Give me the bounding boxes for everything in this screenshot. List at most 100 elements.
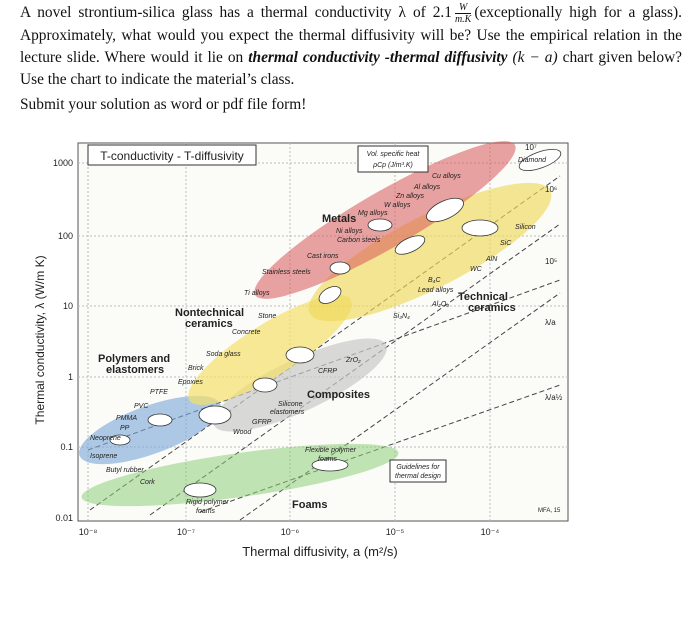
contour-label: 10⁵	[545, 257, 557, 266]
class-label: Polymers and	[98, 353, 170, 365]
contour-label: 10⁶	[545, 185, 557, 194]
material-label: PP	[120, 425, 130, 432]
bubble	[285, 346, 315, 364]
bubble	[394, 235, 426, 255]
material-label: W alloys	[384, 202, 411, 209]
heat-box	[357, 145, 429, 173]
material-label: Ti alloys	[244, 290, 270, 297]
bubble	[198, 405, 232, 425]
title-box	[87, 144, 257, 166]
bubble	[426, 197, 464, 223]
unit-numerator: W	[454, 2, 472, 14]
material-label: AlN	[485, 256, 498, 263]
material-label: Si₃N₄	[393, 313, 410, 320]
material-label: Lead alloys	[418, 287, 454, 294]
slope-label: λ/a½	[545, 393, 563, 402]
question-text: A novel strontium-silica glass has a the…	[20, 4, 452, 22]
bubble	[147, 413, 173, 427]
y-axis-label: Thermal conductivity, λ (W/m K)	[33, 255, 47, 424]
material-label: Isoprene	[90, 453, 117, 460]
material-label: ZrO₂	[345, 357, 361, 364]
material-label: Silicone	[278, 401, 303, 408]
guidelines-label: thermal design	[395, 473, 441, 480]
class-label: Composites	[307, 389, 370, 401]
composites-envelope	[213, 338, 387, 432]
material-label: Butyl rubber	[106, 467, 144, 474]
y-tick-label: 100	[58, 231, 73, 241]
bubble	[252, 377, 278, 393]
y-tick-label: 1	[68, 372, 73, 382]
y-tick-label: 0.1	[60, 442, 73, 452]
class-label: elastomers	[106, 364, 164, 376]
material-label: elastomers	[270, 409, 305, 416]
class-label: ceramics	[185, 318, 233, 330]
material-label: GFRP	[252, 419, 272, 426]
credit: MFA, 15	[538, 508, 561, 514]
material-label: foams	[196, 508, 216, 515]
material-label: Soda glass	[206, 351, 241, 358]
question-text: chart given below? Use the chart to indi…	[20, 49, 683, 88]
question: A novel strontium-silica glass has a the…	[20, 2, 682, 91]
material-label: PVC	[134, 403, 149, 410]
material-label: foams	[318, 456, 338, 463]
material-label: CFRP	[318, 368, 337, 375]
contour-label: 10⁷	[525, 143, 537, 152]
x-tick-label: 10⁻⁶	[281, 527, 300, 537]
class-label: Metals	[322, 213, 356, 225]
material-label: Silicon	[515, 224, 536, 231]
nontechnical-ceramics-envelope	[188, 295, 352, 405]
polymers-envelope	[79, 395, 221, 465]
material-label: Cast irons	[307, 253, 339, 260]
material-labels: Diamond Cu alloys Al alloys Zn alloys W …	[90, 157, 547, 515]
material-label: PMMA	[116, 415, 137, 422]
x-axis-label: Thermal diffusivity, a (m²/s)	[242, 544, 398, 559]
material-label: SiC	[500, 240, 512, 247]
bubble	[311, 458, 349, 472]
material-label: Concrete	[232, 329, 261, 336]
x-tick-label: 10⁻⁴	[481, 527, 500, 537]
class-label: Foams	[292, 499, 327, 511]
x-tick-label: 10⁻⁵	[386, 527, 405, 537]
technical-ceramics-envelope	[308, 182, 552, 322]
heat-label: ρCp (J/m³.K)	[372, 162, 413, 169]
material-label: WC	[470, 266, 483, 273]
class-label: Technical	[458, 291, 508, 303]
material-label: Rigid polymer	[186, 499, 229, 506]
material-bubbles	[109, 148, 562, 498]
material-label: Brick	[188, 365, 204, 372]
material-label: Carbon steels	[337, 237, 381, 244]
class-label: ceramics	[468, 302, 516, 314]
material-label: Cu alloys	[432, 173, 461, 180]
material-label: Ni alloys	[336, 228, 363, 235]
question-text: (exceptionally high for a glass). Approx…	[20, 4, 682, 66]
material-label: Epoxies	[178, 379, 203, 386]
bubble	[318, 286, 342, 304]
x-tick-label: 10⁻⁸	[79, 527, 98, 537]
bubble	[183, 482, 217, 498]
y-tick-label: 10	[63, 301, 73, 311]
bubble	[109, 434, 131, 446]
bubble	[367, 218, 393, 232]
material-label: Neoprene	[90, 435, 121, 442]
bubble	[329, 261, 351, 275]
guidelines-box	[389, 459, 447, 483]
material-label: Al alloys	[413, 184, 441, 191]
material-label: Wood	[233, 429, 252, 436]
material-label: PTFE	[150, 389, 168, 396]
y-tick-label: 1000	[53, 158, 73, 168]
material-label: Flexible polymer	[305, 447, 357, 454]
x-tick-label: 10⁻⁷	[177, 527, 195, 537]
class-label: Nontechnical	[175, 307, 244, 319]
material-label: Zn alloys	[395, 193, 425, 200]
material-label: Stone	[258, 313, 276, 320]
material-label: Diamond	[518, 157, 547, 164]
material-label: Mg alloys	[358, 210, 388, 217]
foams-envelope	[81, 443, 399, 507]
slope-label: λ/a	[545, 318, 556, 327]
material-label: Al₂O₃	[431, 301, 449, 308]
chart-name: thermal conductivity -thermal diffusivit…	[248, 49, 508, 66]
material-label: Cork	[140, 479, 155, 486]
